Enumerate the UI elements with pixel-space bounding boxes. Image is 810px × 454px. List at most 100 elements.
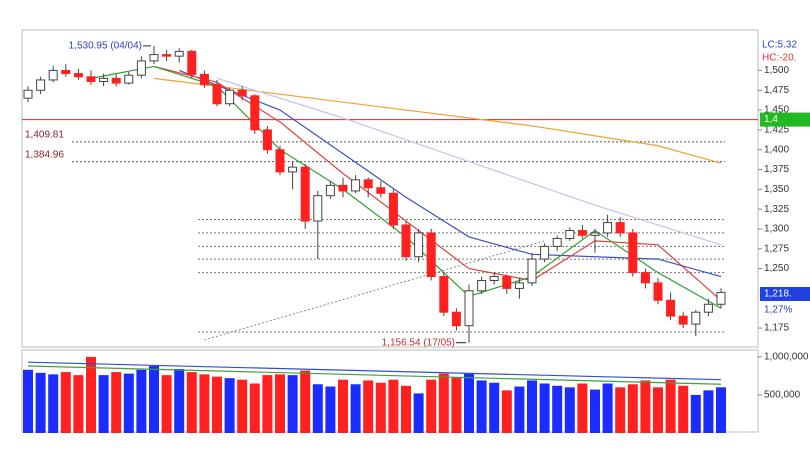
y-tick-label: 1,500 — [764, 65, 789, 76]
candle-body — [565, 230, 575, 239]
candle-body — [703, 303, 713, 313]
candle-body — [691, 311, 701, 325]
candle-body — [527, 258, 537, 284]
red-level-label: 1,4 — [764, 114, 778, 125]
y-tick-label: 1,350 — [764, 184, 789, 195]
volume-bar — [716, 387, 726, 433]
volume-bar — [123, 373, 134, 433]
candle-body — [73, 73, 83, 78]
candle-body — [577, 230, 587, 236]
volume-average — [27, 361, 722, 381]
candle-body — [426, 232, 436, 278]
candle-body — [187, 50, 197, 75]
volume-bar — [186, 372, 197, 433]
candle-body — [212, 84, 222, 105]
candle-body — [250, 95, 260, 131]
y-tick-label: 1,325 — [764, 204, 789, 215]
y-tick-label: 1,175 — [764, 323, 789, 334]
volume-bar — [501, 390, 512, 433]
low-annotation: 1,156.54 (17/05) — [382, 337, 455, 348]
volume-bar — [224, 378, 235, 433]
candle-body — [124, 74, 134, 84]
volume-bar — [48, 374, 59, 433]
volume-bar — [73, 375, 84, 433]
volume-bar — [136, 369, 147, 433]
candle-body — [666, 299, 676, 317]
candle-body — [225, 89, 235, 105]
moving-average — [153, 65, 722, 301]
moving-average — [178, 69, 722, 278]
moving-average — [216, 77, 722, 246]
candle-body — [61, 69, 71, 75]
volume-bar — [464, 373, 474, 433]
candle-body — [716, 291, 726, 305]
y-tick-label: 1,400 — [764, 144, 789, 155]
volume-bar — [312, 384, 323, 433]
candle-body — [162, 54, 172, 57]
volume-bar — [86, 356, 96, 433]
volume-bar — [111, 372, 122, 433]
red-level-box — [760, 112, 810, 127]
volume-bar — [35, 372, 46, 433]
candle-body — [275, 149, 285, 173]
candle-body — [36, 79, 46, 91]
candle-body — [376, 187, 386, 194]
volume-bar — [413, 393, 424, 433]
candle-body — [288, 166, 298, 173]
volume-bar — [590, 389, 600, 433]
candle-body — [48, 69, 58, 81]
volume-bar — [23, 369, 33, 433]
volume-bar — [275, 374, 285, 433]
volume-bar — [199, 374, 210, 433]
candle-body — [363, 179, 373, 189]
volume-bar — [237, 379, 248, 433]
volume-tick-label: 500,000 — [764, 390, 801, 401]
candle-body — [174, 50, 184, 57]
y-tick-label: 1,375 — [764, 164, 789, 175]
moving-average — [90, 65, 722, 309]
volume-bar — [703, 390, 714, 433]
y-tick-label: 1,425 — [764, 125, 789, 136]
candle-body — [338, 184, 348, 192]
volume-bar — [527, 380, 537, 433]
candle-body — [149, 54, 159, 62]
volume-bar — [577, 383, 588, 433]
candle-body — [325, 184, 335, 197]
current-price-label: 1,218. — [764, 289, 792, 300]
price-frame — [21, 29, 759, 348]
volume-bar — [338, 379, 348, 433]
y-tick-label: 1,300 — [764, 224, 789, 235]
candle-body — [464, 290, 474, 327]
level-label: 1,409.81 — [25, 130, 64, 141]
trendline — [204, 240, 545, 341]
candle-body — [414, 232, 424, 258]
candle-body — [23, 89, 33, 99]
y-tick-label: 1,450 — [764, 105, 789, 116]
volume-bar — [325, 386, 336, 433]
candle-body — [136, 60, 146, 76]
candle-body — [300, 166, 310, 222]
current-price-box — [760, 286, 810, 301]
volume-bar — [161, 375, 172, 433]
volume-bar — [514, 386, 525, 433]
volume-bar — [678, 385, 689, 433]
volume-bar — [451, 377, 462, 433]
candle-body — [590, 232, 600, 236]
candle-body — [439, 276, 449, 313]
volume-bar — [426, 379, 437, 433]
candle-body — [237, 89, 247, 97]
volume-bar — [640, 380, 651, 433]
y-tick-label: 1,250 — [764, 263, 789, 274]
candle-body — [540, 245, 550, 260]
candle-body — [640, 272, 650, 284]
volume-bar — [665, 379, 676, 433]
volume-bar — [401, 385, 411, 433]
volume-bar — [627, 384, 638, 433]
candle-body — [628, 232, 638, 274]
candle-body — [86, 76, 96, 83]
volume-bar — [212, 376, 222, 433]
volume-bar — [552, 385, 563, 433]
candle-body — [351, 179, 361, 192]
volume-bar — [539, 383, 550, 433]
volume-bar — [602, 383, 613, 433]
